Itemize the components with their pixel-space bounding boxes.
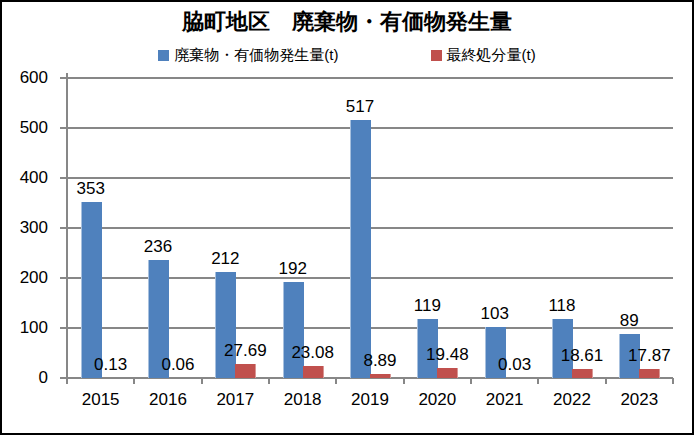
category-2016: 2360.062016 [134,78,201,378]
category-2021: 1030.032021 [471,78,538,378]
data-label-series0-2017: 212 [211,250,239,268]
legend-item-series-0: 廃棄物・有価物発生量(t) [158,46,338,65]
category-2020: 11919.482020 [404,78,471,378]
data-label-series1-2017: 27.69 [224,342,267,360]
data-label-series1-2015: 0.13 [94,356,127,374]
legend-swatch-icon [158,50,169,61]
chart-title: 脇町地区 廃棄物・有価物発生量 [2,7,692,37]
legend-label: 最終処分量(t) [447,46,536,65]
bar-series1-2020 [437,368,458,378]
data-label-series0-2022: 118 [548,297,575,315]
data-label-series1-2021: 0.03 [498,356,531,374]
y-axis-label: 300 [20,219,48,237]
data-label-series0-2021: 103 [480,305,508,323]
data-label-series0-2018: 192 [278,260,306,278]
y-tick-mark [60,227,67,229]
y-axis-label: 600 [20,69,48,87]
x-axis-label: 2018 [269,390,336,410]
data-label-series1-2022: 18.61 [561,347,604,365]
data-label-series1-2016: 0.06 [161,356,194,374]
x-axis-label: 2020 [404,390,471,410]
y-axis-label: 0 [39,369,48,387]
legend-label: 廃棄物・有価物発生量(t) [174,46,338,65]
data-label-series1-2023: 17.87 [628,347,671,365]
x-tick-mark [672,378,674,384]
bar-series1-2018 [303,366,324,378]
x-tick-mark [133,378,135,384]
data-label-series0-2016: 236 [144,238,172,256]
x-tick-mark [605,378,607,384]
x-tick-mark [66,378,68,384]
y-tick-mark [60,127,67,129]
category-2017: 21227.692017 [202,78,269,378]
bar-series0-2015 [81,202,102,379]
y-axis-label: 500 [20,119,48,137]
data-label-series0-2023: 89 [620,312,639,330]
data-label-series1-2020: 19.48 [426,346,469,364]
bar-series1-2023 [639,369,660,378]
y-tick-mark [60,77,67,79]
y-tick-mark [60,177,67,179]
data-label-series1-2018: 23.08 [291,344,334,362]
category-2019: 5178.892019 [336,78,403,378]
bar-series1-2019 [370,374,391,378]
x-axis-label: 2023 [606,390,673,410]
category-2022: 11818.612022 [538,78,605,378]
category-2023: 8917.872023 [606,78,673,378]
x-tick-mark [470,378,472,384]
x-axis-label: 2021 [471,390,538,410]
bar-series0-2018 [283,282,304,378]
x-tick-mark [537,378,539,384]
y-tick-mark [60,277,67,279]
data-label-series0-2019: 517 [346,98,374,116]
y-tick-mark [60,327,67,329]
category-2018: 19223.082018 [269,78,336,378]
x-axis-label: 2016 [134,390,201,410]
x-axis-label: 2017 [202,390,269,410]
x-tick-mark [201,378,203,384]
legend-item-series-1: 最終処分量(t) [431,46,536,65]
x-tick-mark [403,378,405,384]
data-label-series1-2019: 8.89 [363,352,396,370]
bar-series1-2017 [235,364,256,378]
legend: 廃棄物・有価物発生量(t) 最終処分量(t) [2,46,692,65]
y-axis-label: 100 [20,319,48,337]
bar-series1-2022 [572,369,593,378]
x-axis-label: 2015 [67,390,134,410]
bar-series0-2019 [350,120,371,379]
data-label-series0-2020: 119 [414,297,441,315]
x-tick-mark [268,378,270,384]
x-tick-mark [335,378,337,384]
x-axis-label: 2019 [336,390,403,410]
category-2015: 3530.132015 [67,78,134,378]
legend-swatch-icon [431,50,442,61]
plot-area: 60050040030020010003530.1320152360.06201… [67,78,673,378]
y-axis-label: 400 [20,169,48,187]
data-label-series0-2015: 353 [76,180,104,198]
x-axis-label: 2022 [538,390,605,410]
chart-frame: 脇町地区 廃棄物・有価物発生量 廃棄物・有価物発生量(t) 最終処分量(t) 60… [0,0,694,435]
y-axis-label: 200 [20,269,48,287]
bar-series0-2017 [215,272,236,378]
